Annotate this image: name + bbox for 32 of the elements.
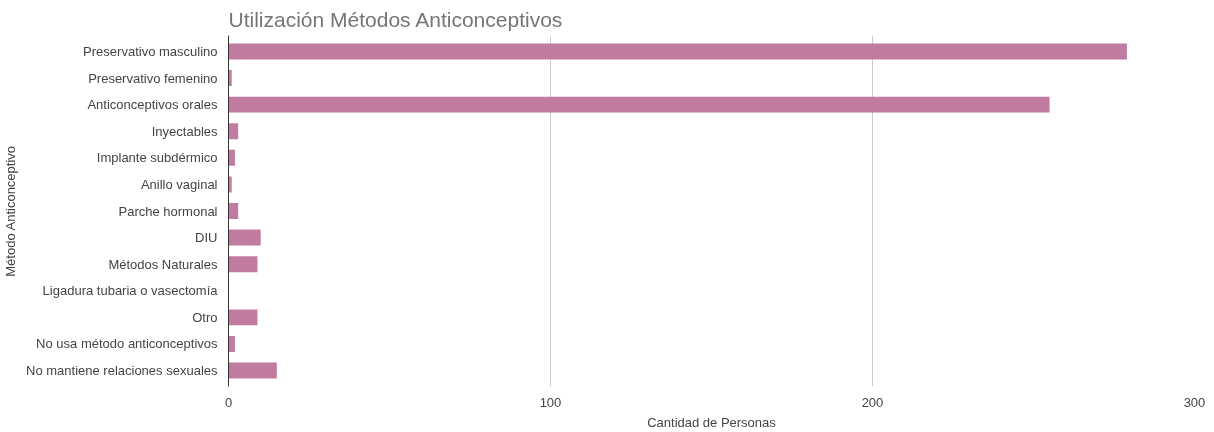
bar xyxy=(228,203,239,219)
x-tick-label: 300 xyxy=(1183,394,1206,410)
x-tick-label: 200 xyxy=(861,394,884,410)
y-tick-label: Anillo vaginal xyxy=(140,176,218,192)
bar xyxy=(228,256,258,273)
bar xyxy=(228,176,232,193)
bar xyxy=(228,70,232,87)
chart-title: Utilización Métodos Anticonceptivos xyxy=(228,7,563,31)
bar xyxy=(228,96,1050,113)
bar xyxy=(228,309,258,326)
x-axis-title: Cantidad de Personas xyxy=(647,414,777,430)
y-tick-label: Anticonceptivos orales xyxy=(87,97,218,113)
y-tick-label: Ligadura tubaria o vasectomía xyxy=(42,283,219,299)
y-tick-label: Métodos Naturales xyxy=(108,256,218,272)
y-tick-label: DIU xyxy=(195,230,218,246)
bar xyxy=(228,362,277,379)
bar xyxy=(228,229,261,246)
y-tick-label: Preservativo femenino xyxy=(88,70,218,86)
y-tick-label: Inyectables xyxy=(151,123,218,139)
y-tick-label: Otro xyxy=(192,309,218,325)
x-tick-label: 100 xyxy=(539,394,562,410)
y-tick-label: Parche hormonal xyxy=(118,203,218,219)
bar xyxy=(228,43,1127,60)
bar xyxy=(228,123,239,140)
bar xyxy=(228,335,235,352)
y-tick-label: No usa método anticonceptivos xyxy=(36,336,218,352)
y-axis-title: Método Anticonceptivo xyxy=(3,145,18,277)
y-tick-label: No mantiene relaciones sexuales xyxy=(26,363,218,379)
y-tick-label: Implante subdérmico xyxy=(96,150,218,166)
x-tick-label: 0 xyxy=(224,394,233,410)
y-tick-label: Preservativo masculino xyxy=(83,43,218,59)
bar xyxy=(228,149,235,166)
